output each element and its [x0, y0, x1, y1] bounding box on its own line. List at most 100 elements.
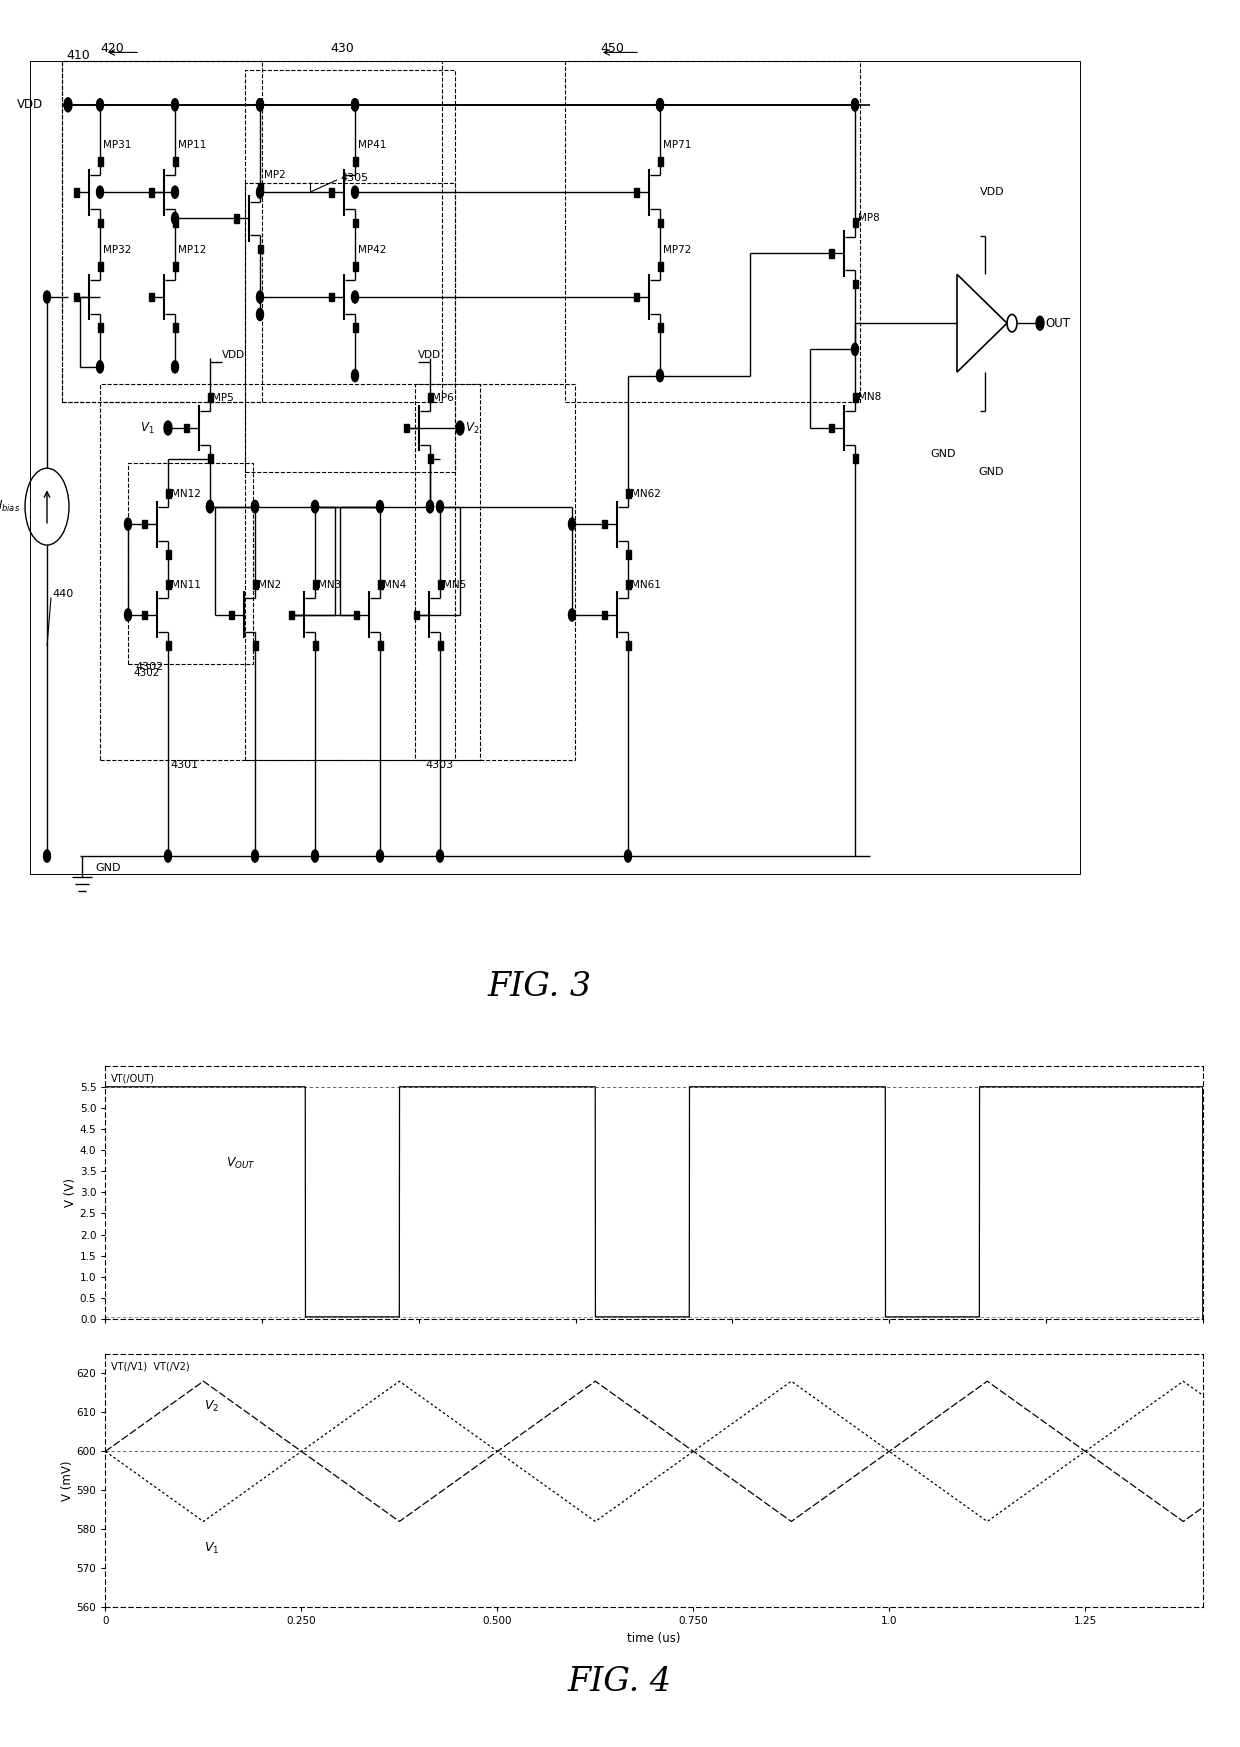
Bar — [657, 262, 662, 271]
Bar — [329, 189, 334, 197]
Text: VT(/V1)  VT(/V2): VT(/V1) VT(/V2) — [110, 1361, 190, 1371]
Text: $V_2$: $V_2$ — [465, 421, 480, 435]
Text: 4305: 4305 — [340, 173, 368, 183]
Text: VDD: VDD — [980, 187, 1004, 197]
Circle shape — [97, 187, 103, 199]
Text: 4302: 4302 — [135, 662, 164, 673]
Text: GND: GND — [930, 449, 956, 459]
Bar — [253, 580, 258, 589]
Text: MN11: MN11 — [171, 580, 201, 590]
Text: GND: GND — [95, 863, 120, 874]
Bar — [246, 70, 455, 760]
Bar — [415, 384, 575, 760]
Bar — [207, 393, 212, 402]
Bar — [438, 641, 443, 650]
Bar — [172, 157, 177, 166]
Text: MP72: MP72 — [663, 245, 692, 255]
Text: 420: 420 — [100, 42, 124, 56]
Circle shape — [427, 501, 434, 514]
Text: $I_{bias}$: $I_{bias}$ — [0, 500, 20, 514]
Circle shape — [171, 100, 179, 112]
Circle shape — [165, 851, 171, 863]
Bar — [98, 262, 103, 271]
Bar — [253, 641, 258, 650]
Circle shape — [311, 851, 319, 863]
Circle shape — [852, 100, 858, 112]
Circle shape — [171, 213, 179, 225]
Bar — [853, 280, 858, 288]
Circle shape — [351, 370, 358, 383]
Bar — [149, 189, 154, 197]
Circle shape — [257, 292, 263, 304]
Circle shape — [351, 100, 358, 112]
Bar — [312, 641, 317, 650]
Text: MN5: MN5 — [443, 580, 466, 590]
Bar — [98, 218, 103, 227]
Bar — [98, 323, 103, 332]
Bar — [353, 611, 358, 620]
Circle shape — [656, 100, 663, 112]
Bar — [413, 611, 419, 620]
Circle shape — [625, 851, 631, 863]
Text: GND: GND — [978, 466, 1003, 477]
Bar — [377, 641, 382, 650]
Bar — [853, 218, 858, 227]
Bar — [565, 61, 861, 402]
Bar — [625, 641, 630, 650]
Bar — [352, 157, 357, 166]
Circle shape — [1035, 316, 1044, 330]
Bar — [312, 580, 317, 589]
Bar — [73, 293, 78, 302]
Circle shape — [568, 610, 575, 620]
Text: VDD: VDD — [17, 98, 43, 112]
Bar — [149, 293, 154, 302]
Circle shape — [852, 344, 858, 356]
Text: MN61: MN61 — [631, 580, 661, 590]
Text: MP6: MP6 — [432, 393, 454, 404]
Bar — [625, 489, 630, 498]
Circle shape — [436, 501, 444, 514]
Bar — [657, 323, 662, 332]
Circle shape — [311, 501, 319, 514]
Circle shape — [377, 851, 383, 863]
Bar — [62, 61, 441, 402]
Text: 450: 450 — [600, 42, 624, 56]
Text: 430: 430 — [330, 42, 353, 56]
Bar — [233, 215, 238, 222]
Bar — [100, 384, 480, 760]
Circle shape — [64, 98, 72, 112]
Bar — [172, 218, 177, 227]
Bar — [258, 183, 263, 192]
Bar — [141, 611, 146, 620]
Bar — [352, 323, 357, 332]
Bar — [428, 454, 433, 463]
Circle shape — [351, 187, 358, 199]
Text: MP71: MP71 — [663, 140, 692, 150]
Bar — [329, 293, 334, 302]
Bar — [141, 521, 146, 528]
Bar — [625, 580, 630, 589]
Circle shape — [43, 851, 51, 863]
Text: MN8: MN8 — [858, 391, 882, 402]
Text: 4303: 4303 — [425, 760, 453, 770]
Text: MP12: MP12 — [179, 245, 206, 255]
Bar — [403, 425, 408, 433]
Circle shape — [171, 362, 179, 372]
Bar — [634, 293, 639, 302]
Text: MN3: MN3 — [317, 580, 341, 590]
Bar — [657, 157, 662, 166]
Bar — [165, 550, 171, 559]
Circle shape — [427, 501, 434, 514]
Circle shape — [257, 309, 263, 321]
Bar — [98, 157, 103, 166]
Circle shape — [207, 501, 213, 514]
Circle shape — [656, 100, 663, 112]
Circle shape — [252, 501, 258, 514]
Circle shape — [436, 851, 444, 863]
Bar — [184, 425, 188, 433]
Circle shape — [164, 421, 172, 435]
Text: VDD: VDD — [418, 349, 441, 360]
Circle shape — [257, 100, 263, 112]
Circle shape — [124, 610, 131, 620]
Bar — [438, 580, 443, 589]
